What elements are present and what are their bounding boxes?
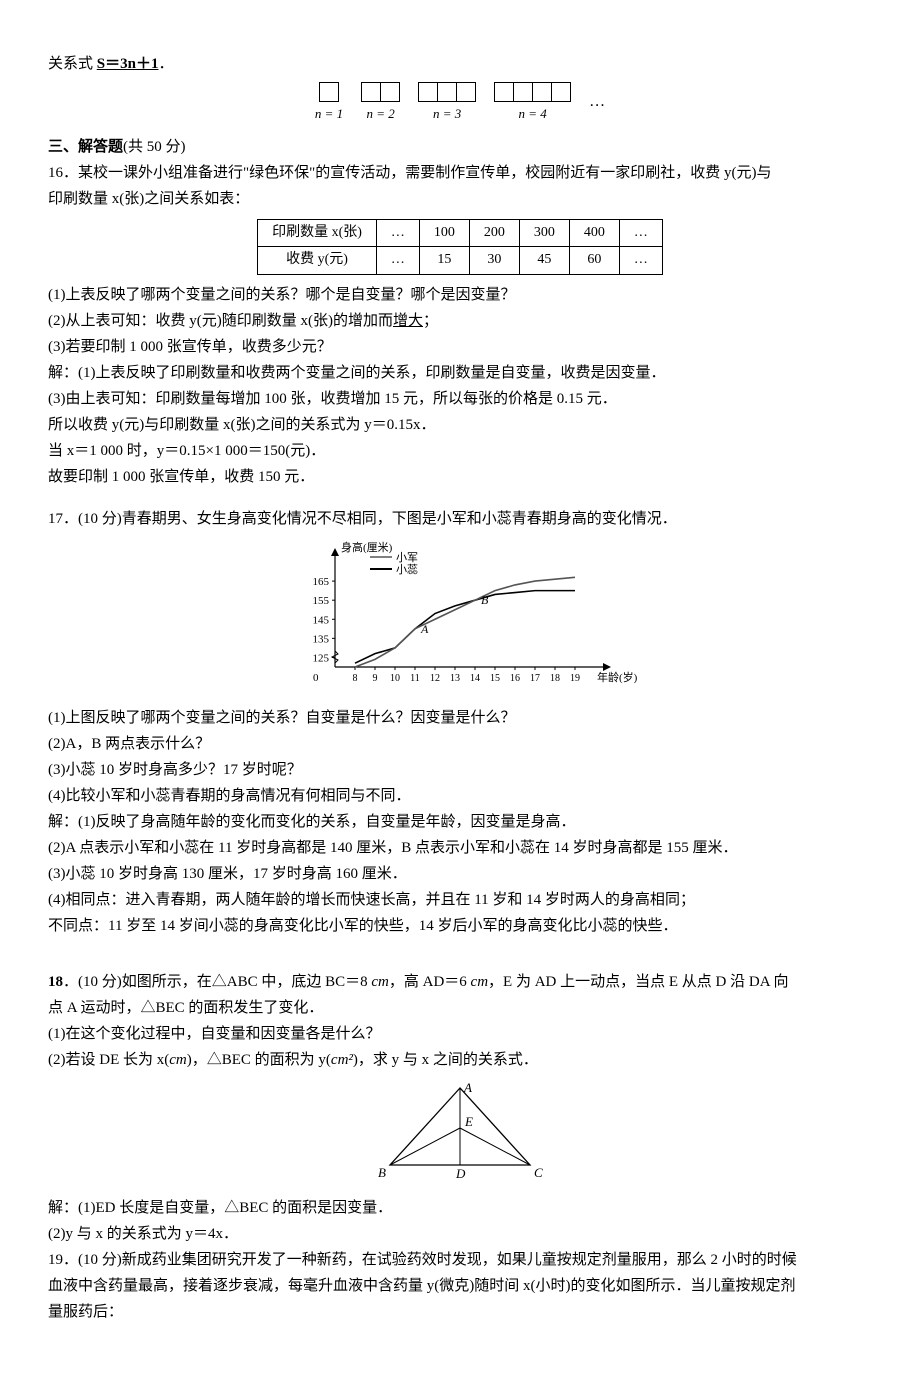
svg-text:12: 12 bbox=[430, 673, 440, 684]
q18-p2-suffix: )，求 y 与 x 之间的关系式． bbox=[353, 1052, 538, 1068]
sec3-paren: (共 50 分) bbox=[123, 139, 186, 155]
q16-s3b: 所以收费 y(元)与印刷数量 x(张)之间的关系式为 y＝0.15x． bbox=[48, 413, 872, 437]
relation-suffix: ． bbox=[158, 56, 173, 72]
q17-s4a: (4)相同点：进入青春期，两人随年龄的增长而快速长高，并且在 11 岁和 14 … bbox=[48, 888, 872, 912]
svg-text:0: 0 bbox=[313, 672, 319, 684]
svg-text:年龄(岁): 年龄(岁) bbox=[597, 670, 638, 684]
q16-p2a: (2)从上表可知：收费 y(元)随印刷数量 x(张)的增加而 bbox=[48, 313, 393, 329]
q17-s3: (3)小蕊 10 岁时身高 130 厘米，17 岁时身高 160 厘米． bbox=[48, 862, 872, 886]
svg-text:17: 17 bbox=[530, 673, 540, 684]
svg-text:10: 10 bbox=[390, 673, 400, 684]
q18-p2-prefix: (2)若设 DE 长为 x( bbox=[48, 1052, 169, 1068]
q16-p3: (3)若要印制 1 000 张宣传单，收费多少元？ bbox=[48, 335, 872, 359]
q17-p2: (2)A，B 两点表示什么？ bbox=[48, 732, 872, 756]
svg-text:11: 11 bbox=[410, 673, 420, 684]
relation-prefix: 关系式 bbox=[48, 56, 97, 72]
q18-p2: (2)若设 DE 长为 x(cm)，△BEC 的面积为 y(cm²)，求 y 与… bbox=[48, 1048, 872, 1072]
q18-stem-a: 18．(10 分)如图所示，在△ABC 中，底边 BC＝8 cm，高 AD＝6 … bbox=[48, 970, 872, 994]
svg-text:小军: 小军 bbox=[396, 551, 418, 564]
q17-p3: (3)小蕊 10 岁时身高多少？17 岁时呢？ bbox=[48, 758, 872, 782]
q19-a: 19．(10 分)新成药业集团研究开发了一种新药，在试验药效时发现，如果儿童按规… bbox=[48, 1248, 872, 1272]
svg-text:B: B bbox=[378, 1165, 386, 1180]
svg-text:19: 19 bbox=[570, 673, 580, 684]
svg-text:8: 8 bbox=[353, 673, 358, 684]
q16-s1: 解：(1)上表反映了印刷数量和收费两个变量之间的关系，印刷数量是自变量，收费是因… bbox=[48, 361, 872, 385]
q16-p1: (1)上表反映了哪两个变量之间的关系？哪个是自变量？哪个是因变量？ bbox=[48, 283, 872, 307]
q18-a-mid: ，高 AD＝6 bbox=[389, 974, 471, 990]
q18-p2-cm2: cm² bbox=[331, 1052, 353, 1068]
relation-formula: S＝3n＋1 bbox=[97, 56, 159, 72]
q18-p2-cm: cm bbox=[169, 1052, 187, 1068]
q16-stem-a: 16．某校一课外小组准备进行"绿色环保"的宣传活动，需要制作宣传单，校园附近有一… bbox=[48, 161, 872, 185]
q18-cm1: cm bbox=[371, 974, 389, 990]
q17-p1: (1)上图反映了哪两个变量之间的关系？自变量是什么？因变量是什么？ bbox=[48, 706, 872, 730]
q18-triangle: A B C D E bbox=[48, 1080, 872, 1188]
q16-stem-b: 印刷数量 x(张)之间关系如表： bbox=[48, 187, 872, 211]
q18-p2-mid: )，△BEC 的面积为 y( bbox=[187, 1052, 331, 1068]
svg-text:A: A bbox=[463, 1080, 472, 1095]
q16-p2u: 增大 bbox=[393, 313, 423, 329]
svg-text:E: E bbox=[464, 1114, 473, 1129]
q16-p2: (2)从上表可知：收费 y(元)随印刷数量 x(张)的增加而增大； bbox=[48, 309, 872, 333]
section-3-heading: 三、解答题(共 50 分) bbox=[48, 135, 872, 159]
q18-p1: (1)在这个变化过程中，自变量和因变量各是什么？ bbox=[48, 1022, 872, 1046]
svg-text:B: B bbox=[481, 593, 489, 607]
q18-cm2: cm bbox=[471, 974, 489, 990]
svg-text:A: A bbox=[420, 621, 429, 635]
q18-num: 18 bbox=[48, 974, 63, 990]
q19-b: 血液中含药量最高，接着逐步衰减，每毫升血液中含药量 y(微克)随时间 x(小时)… bbox=[48, 1274, 872, 1298]
svg-text:155: 155 bbox=[313, 595, 330, 607]
q18-s1: 解：(1)ED 长度是自变量，△BEC 的面积是因变量． bbox=[48, 1196, 872, 1220]
q18-a-prefix: ．(10 分)如图所示，在△ABC 中，底边 BC＝8 bbox=[63, 974, 371, 990]
q16-table: 印刷数量 x(张)…100200300400…收费 y(元)…15304560… bbox=[257, 219, 663, 275]
svg-text:9: 9 bbox=[373, 673, 378, 684]
q17-s4b: 不同点：11 岁至 14 岁间小蕊的身高变化比小军的快些，14 岁后小军的身高变… bbox=[48, 914, 872, 938]
svg-text:13: 13 bbox=[450, 673, 460, 684]
svg-text:135: 135 bbox=[313, 633, 330, 645]
svg-text:C: C bbox=[534, 1165, 543, 1180]
svg-text:身高(厘米): 身高(厘米) bbox=[341, 540, 393, 554]
q17-p4: (4)比较小军和小蕊青春期的身高情况有何相同与不同． bbox=[48, 784, 872, 808]
q17-s2: (2)A 点表示小军和小蕊在 11 岁时身高都是 140 厘米，B 点表示小军和… bbox=[48, 836, 872, 860]
q16-p2b: ； bbox=[423, 313, 438, 329]
q17-chart: 125 135 145 155 165 8 9 10 11 12 13 14 15 16 17 18 19 0 A B… bbox=[48, 537, 872, 700]
q17-s1: 解：(1)反映了身高随年龄的变化而变化的关系，自变量是年龄，因变量是身高． bbox=[48, 810, 872, 834]
q16-s3a: (3)由上表可知：印刷数量每增加 100 张，收费增加 15 元，所以每张的价格… bbox=[48, 387, 872, 411]
q16-s3d: 故要印制 1 000 张宣传单，收费 150 元． bbox=[48, 465, 872, 489]
svg-text:145: 145 bbox=[313, 614, 330, 626]
sec3-title: 三、解答题 bbox=[48, 139, 123, 155]
q18-a-suffix: ，E 为 AD 上一动点，当点 E 从点 D 沿 DA 向 bbox=[488, 974, 788, 990]
q16-s3c: 当 x＝1 000 时，y＝0.15×1 000＝150(元)． bbox=[48, 439, 872, 463]
svg-text:小蕊: 小蕊 bbox=[396, 563, 418, 576]
svg-text:14: 14 bbox=[470, 673, 480, 684]
q18-s2: (2)y 与 x 的关系式为 y＝4x． bbox=[48, 1222, 872, 1246]
q17-stem: 17．(10 分)青春期男、女生身高变化情况不尽相同，下图是小军和小蕊青春期身高… bbox=[48, 507, 872, 531]
relation-line: 关系式 S＝3n＋1． bbox=[48, 52, 872, 76]
svg-text:16: 16 bbox=[510, 673, 520, 684]
svg-text:D: D bbox=[455, 1166, 466, 1180]
svg-text:165: 165 bbox=[313, 576, 330, 588]
q18-stem-b: 点 A 运动时，△BEC 的面积发生了变化． bbox=[48, 996, 872, 1020]
q19-c: 量服药后： bbox=[48, 1300, 872, 1324]
svg-text:15: 15 bbox=[490, 673, 500, 684]
svg-text:18: 18 bbox=[550, 673, 560, 684]
n-pattern-figure: n = 1n = 2n = 3n = 4… bbox=[48, 82, 872, 125]
svg-text:125: 125 bbox=[313, 652, 330, 664]
